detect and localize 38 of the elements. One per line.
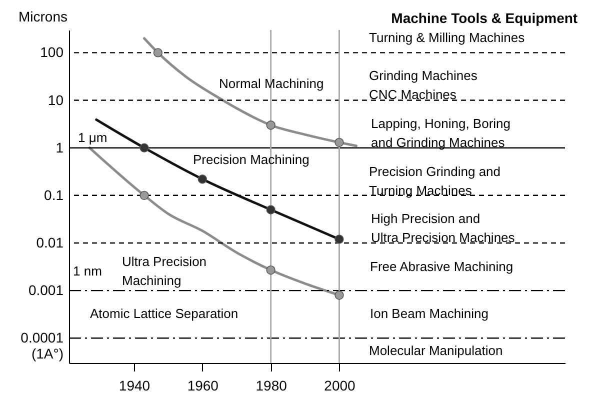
line-series — [143, 37, 358, 148]
y-tick-label: 100 — [40, 44, 64, 60]
x-tick-label: 1940 — [118, 378, 150, 394]
point — [140, 143, 149, 152]
annotation: 1 μm — [78, 130, 108, 145]
annotation: Turning & Milling Machines — [369, 30, 526, 45]
point — [334, 138, 344, 147]
annotation: Precision Machining — [193, 152, 310, 167]
point — [198, 174, 207, 184]
point — [266, 205, 276, 214]
point — [334, 290, 344, 300]
annotation: Precision Grinding and Turning Machines — [369, 164, 501, 198]
annotation: Free Abrasive Machining — [370, 259, 514, 274]
y-tick-label: 0.1 — [44, 186, 64, 203]
chart-title: Machine Tools & Equipment — [391, 10, 578, 26]
point — [140, 190, 149, 200]
annotation: Lapping, Honing, Boring and Grinding Machines — [371, 116, 510, 150]
y-axis-title: Microns — [18, 8, 68, 24]
annotation: 1 nm — [73, 264, 102, 278]
y-tick-label: 0.0001 (1A°) — [20, 330, 64, 362]
point — [266, 265, 276, 275]
annotation: Ultra Precision Machining — [122, 254, 207, 288]
annotation: Ion Beam Machining — [370, 306, 489, 321]
y-tick-label: 10 — [48, 92, 64, 108]
y-tick-label: 1 — [56, 139, 64, 156]
annotation: High Precision and Ultra Precision Machines — [371, 211, 516, 245]
x-tick-label: 1980 — [256, 378, 288, 394]
annotation: Normal Machining — [219, 76, 324, 91]
annotation: Molecular Manipulation — [369, 343, 503, 358]
annotation: Grinding Machines CNC Machines — [369, 68, 478, 102]
point — [334, 234, 344, 244]
x-tick-label: 2000 — [324, 378, 356, 394]
annotation: Atomic Lattice Separation — [90, 306, 238, 321]
point — [266, 120, 276, 130]
y-tick-label: 0.01 — [36, 234, 64, 250]
x-tick-label: 1960 — [187, 378, 219, 394]
y-tick-label: 0.001 — [28, 282, 64, 298]
point — [153, 48, 163, 58]
